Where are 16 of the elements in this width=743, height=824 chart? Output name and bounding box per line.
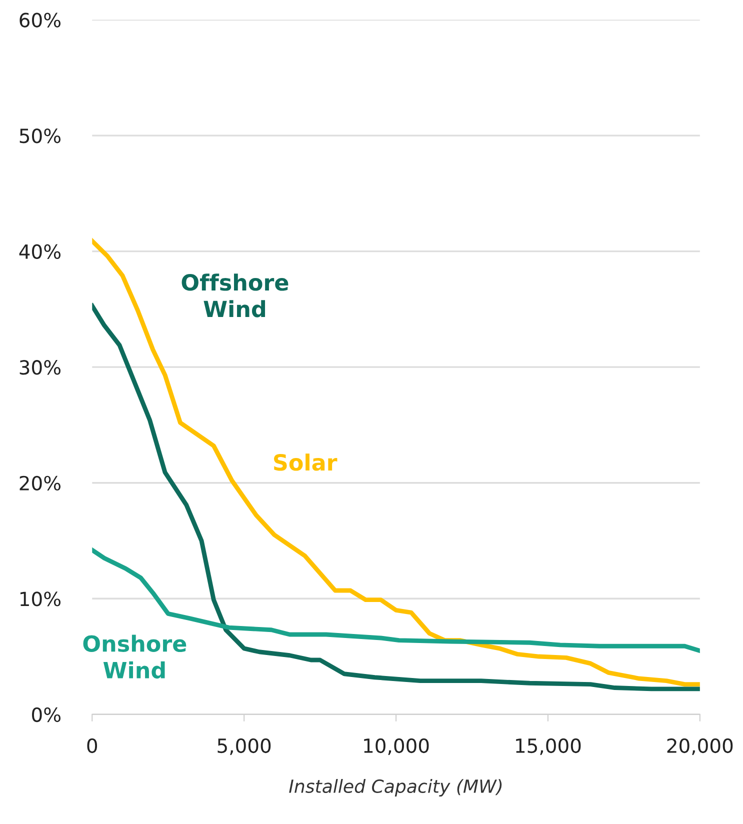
x-tick-label: 15,000	[516, 738, 581, 756]
y-tick-label: 20%	[20, 476, 61, 491]
text: Offshore Wind	[182, 274, 288, 318]
y-tick-label: 30%	[20, 360, 61, 375]
x-tick-label: 0	[87, 738, 98, 754]
series-label: Solar	[274, 454, 338, 471]
x-tick-label: 5,000	[218, 738, 271, 756]
x-tick-label: 10,000	[364, 738, 429, 756]
y-tick-label: 60%	[20, 12, 61, 28]
series-label: Onshore Wind	[83, 634, 186, 679]
y-tick-label: 50%	[20, 128, 61, 144]
x-tick-label: 20,000	[667, 738, 733, 756]
y-tick-label: 40%	[19, 244, 61, 259]
y-tick-label: 0%	[32, 707, 61, 722]
y-tick-label: 10%	[20, 592, 61, 606]
x-axis-title: Installed Capacity (MW)	[289, 779, 502, 797]
